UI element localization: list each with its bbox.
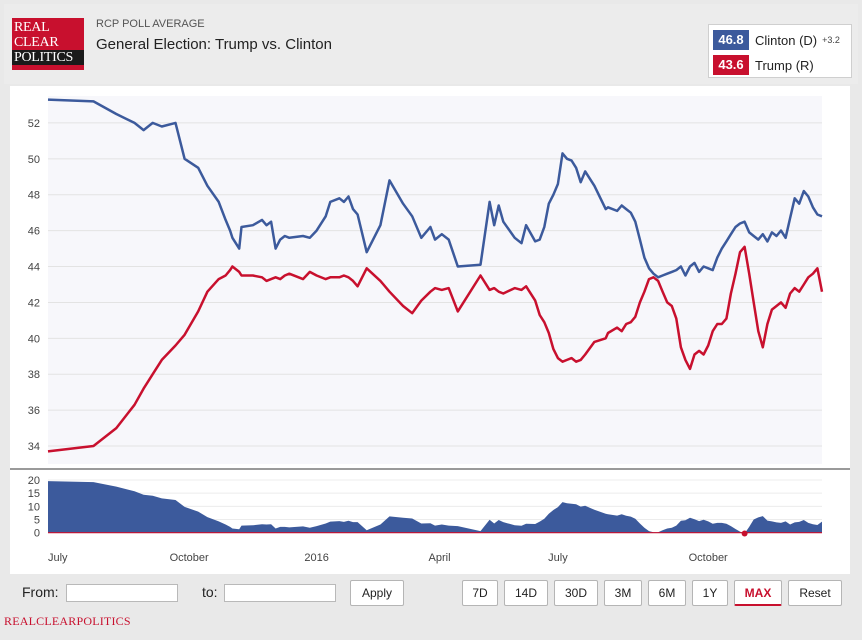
from-label: From: — [22, 584, 59, 600]
series-line-trump — [47, 245, 824, 453]
footer-brand: REALCLEARPOLITICS — [4, 614, 131, 628]
range-1y-button[interactable]: 1Y — [692, 580, 728, 606]
reset-button[interactable]: Reset — [788, 580, 842, 606]
y-tick-label: 42 — [28, 297, 40, 309]
plot-area: 34 36 38 40 42 44 46 48 50 52 0 5 10 15 20 July October 2… — [10, 86, 850, 574]
range-6m-button[interactable]: 6M — [648, 580, 686, 606]
legend-value-trump: 43.6 — [713, 55, 749, 75]
trump-lead-marker — [741, 530, 748, 537]
x-tick-label: July — [48, 552, 68, 564]
rcp-logo: REAL CLEAR POLITICS — [12, 18, 84, 70]
x-tick-label: July — [548, 552, 568, 564]
y-tick-label: 50 — [28, 154, 40, 166]
lead-area — [48, 481, 822, 534]
y-tick-label: 38 — [28, 369, 40, 381]
from-date-input[interactable] — [66, 584, 178, 602]
y-tick-label: 36 — [28, 405, 40, 417]
logo-line-1: REAL — [14, 20, 50, 35]
date-controls: From: to: Apply 7D 14D 30D 3M 6M 1Y MAX … — [4, 576, 858, 612]
lead-y-tick-label: 5 — [34, 515, 40, 527]
lead-y-tick-label: 20 — [28, 475, 40, 487]
lead-y-tick-label: 10 — [28, 501, 40, 513]
range-30d-button[interactable]: 30D — [554, 580, 598, 606]
range-max-button[interactable]: MAX — [734, 580, 782, 606]
x-tick-label: October — [170, 552, 209, 564]
legend: 46.8 Clinton (D) +3.2 43.6 Trump (R) — [708, 24, 852, 78]
main-plot-panel — [48, 96, 822, 464]
chart-title: General Election: Trump vs. Clinton — [96, 36, 332, 53]
y-tick-label: 46 — [28, 226, 40, 238]
lead-y-tick-label: 0 — [34, 528, 40, 540]
chart-overline: RCP POLL AVERAGE — [96, 18, 205, 30]
chart-header: REAL CLEAR POLITICS RCP POLL AVERAGE Gen… — [4, 4, 858, 84]
y-tick-label: 44 — [28, 262, 40, 274]
legend-spread: +3.2 — [822, 35, 840, 45]
legend-item-clinton[interactable]: 46.8 Clinton (D) +3.2 — [713, 29, 840, 51]
series-line-clinton — [47, 98, 823, 279]
to-label: to: — [202, 584, 218, 600]
to-date-input[interactable] — [224, 584, 336, 602]
logo-line-3: POLITICS — [12, 50, 84, 65]
x-tick-label: 2016 — [304, 552, 328, 564]
x-tick-label: October — [689, 552, 728, 564]
legend-name-clinton: Clinton (D) — [755, 32, 818, 48]
lead-y-tick-label: 15 — [28, 488, 40, 500]
legend-name-trump: Trump (R) — [755, 57, 814, 73]
y-tick-label: 34 — [28, 441, 40, 453]
apply-button[interactable]: Apply — [350, 580, 404, 606]
x-tick-label: April — [429, 552, 451, 564]
y-tick-label: 52 — [28, 118, 40, 130]
logo-line-2: CLEAR — [14, 35, 59, 50]
range-14d-button[interactable]: 14D — [504, 580, 548, 606]
y-tick-label: 48 — [28, 190, 40, 202]
legend-value-clinton: 46.8 — [713, 30, 749, 50]
y-tick-label: 40 — [28, 333, 40, 345]
legend-item-trump[interactable]: 43.6 Trump (R) — [713, 54, 814, 76]
range-7d-button[interactable]: 7D — [462, 580, 498, 606]
range-3m-button[interactable]: 3M — [604, 580, 642, 606]
